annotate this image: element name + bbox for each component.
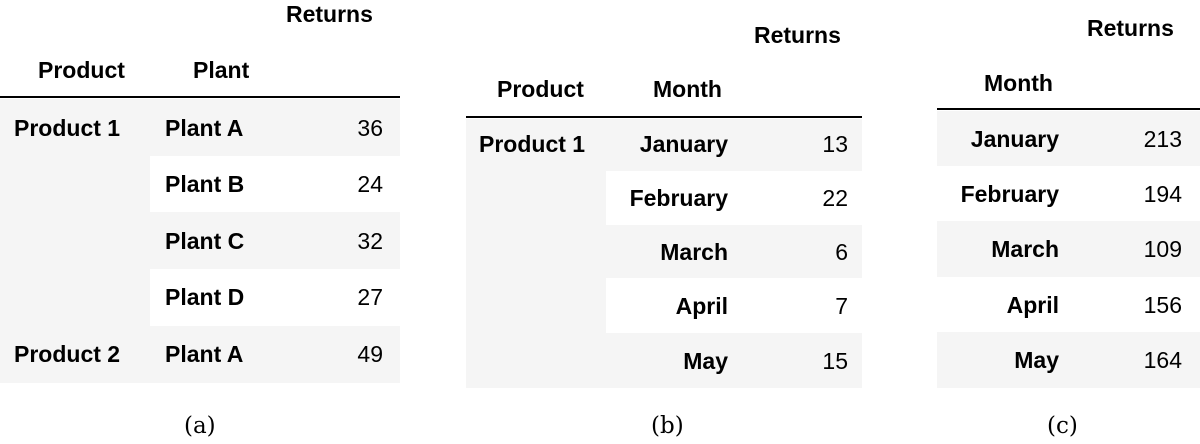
table-c-returns-header: Returns <box>1087 15 1174 41</box>
table-a-row-stripe <box>150 99 400 156</box>
table-a-returns-value: 27 <box>357 284 383 310</box>
table-b-month-label: February <box>629 185 728 211</box>
table-c-month-header: Month <box>984 70 1053 96</box>
table-b-row-stripe <box>606 119 862 171</box>
table-b-row-stripe <box>606 225 862 278</box>
table-c-month-label: April <box>1006 292 1059 318</box>
table-b-returns-header: Returns <box>754 22 841 48</box>
table-a-plant-label: Plant D <box>165 284 245 310</box>
table-b-month-label: May <box>683 348 728 374</box>
table-b-returns-value: 15 <box>822 348 848 374</box>
table-a-row-stripe <box>150 212 400 269</box>
table-c-month-label: January <box>970 126 1059 152</box>
table-a-plant-label: Plant A <box>165 115 244 141</box>
table-c-returns-value: 156 <box>1143 292 1182 318</box>
table-a-returns-value: 32 <box>357 228 383 254</box>
table-b-returns-value: 22 <box>822 185 848 211</box>
table-b-product-header: Product <box>497 76 584 102</box>
table-b-month-label: April <box>675 293 728 319</box>
table-a-product-label: Product 1 <box>14 115 121 141</box>
table-c-returns-value: 164 <box>1143 347 1182 373</box>
table-b-header-rule <box>466 116 862 118</box>
table-c-caption: (c) <box>1047 413 1078 439</box>
table-c-month-label: February <box>960 181 1059 207</box>
table-b-returns-value: 7 <box>835 293 848 319</box>
table-a-plant-label: Plant A <box>165 341 244 367</box>
table-a-header-rule <box>0 96 400 98</box>
table-a-caption: (a) <box>184 413 216 439</box>
table-b-month-label: March <box>660 239 728 265</box>
table-c-month-label: May <box>1014 347 1059 373</box>
table-a-returns-value: 36 <box>357 115 383 141</box>
table-b-product-label: Product 1 <box>479 131 586 157</box>
table-a-product1-index-cell <box>0 99 150 326</box>
table-a-returns-value: 49 <box>357 341 383 367</box>
table-a-product-label: Product 2 <box>14 341 121 367</box>
table-c-row-stripe <box>937 111 1200 166</box>
table-a-plant-header: Plant <box>193 57 250 83</box>
table-c-returns-value: 213 <box>1143 126 1182 152</box>
table-a-plant-label: Plant B <box>165 171 245 197</box>
table-a-product-header: Product <box>38 57 125 83</box>
table-a-row-stripe <box>0 326 400 383</box>
table-c-month-label: March <box>991 236 1059 262</box>
table-b-returns-value: 6 <box>835 239 848 265</box>
table-b-product1-index-cell <box>466 119 606 388</box>
table-c-returns-value: 109 <box>1143 236 1182 262</box>
table-c-returns-value: 194 <box>1143 181 1182 207</box>
table-b-caption: (b) <box>651 413 684 439</box>
table-a-returns-header: Returns <box>286 1 373 27</box>
table-b-row-stripe <box>606 333 862 388</box>
table-c-row-stripe <box>937 221 1200 277</box>
table-a-plant-label: Plant C <box>165 228 245 254</box>
table-b-month-label: January <box>639 131 728 157</box>
table-b-returns-value: 13 <box>822 131 848 157</box>
table-b-month-header: Month <box>653 76 722 102</box>
table-c-row-stripe <box>937 332 1200 388</box>
table-a-returns-value: 24 <box>357 171 383 197</box>
table-c-header-rule <box>937 108 1200 110</box>
